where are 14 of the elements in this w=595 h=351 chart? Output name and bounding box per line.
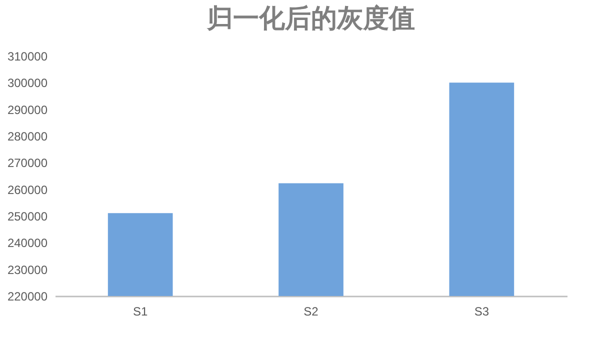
x-tick-label: S1 xyxy=(132,304,148,318)
y-tick-label: 300000 xyxy=(7,76,48,90)
y-tick-label: 290000 xyxy=(7,102,48,117)
y-tick-label: 270000 xyxy=(7,156,48,170)
x-tick-label: S2 xyxy=(304,304,319,318)
y-tick-label: 280000 xyxy=(7,130,48,144)
x-tick-label: S3 xyxy=(474,304,490,318)
chart-title: 归一化后的灰度值 xyxy=(206,3,415,33)
y-tick-label: 230000 xyxy=(7,262,48,277)
y-tick-label: 260000 xyxy=(7,182,48,197)
y-tick-label: 310000 xyxy=(7,50,48,64)
y-tick-label: 240000 xyxy=(7,236,48,250)
y-tick-label: 250000 xyxy=(7,210,48,224)
y-tick-label: 220000 xyxy=(7,290,48,304)
